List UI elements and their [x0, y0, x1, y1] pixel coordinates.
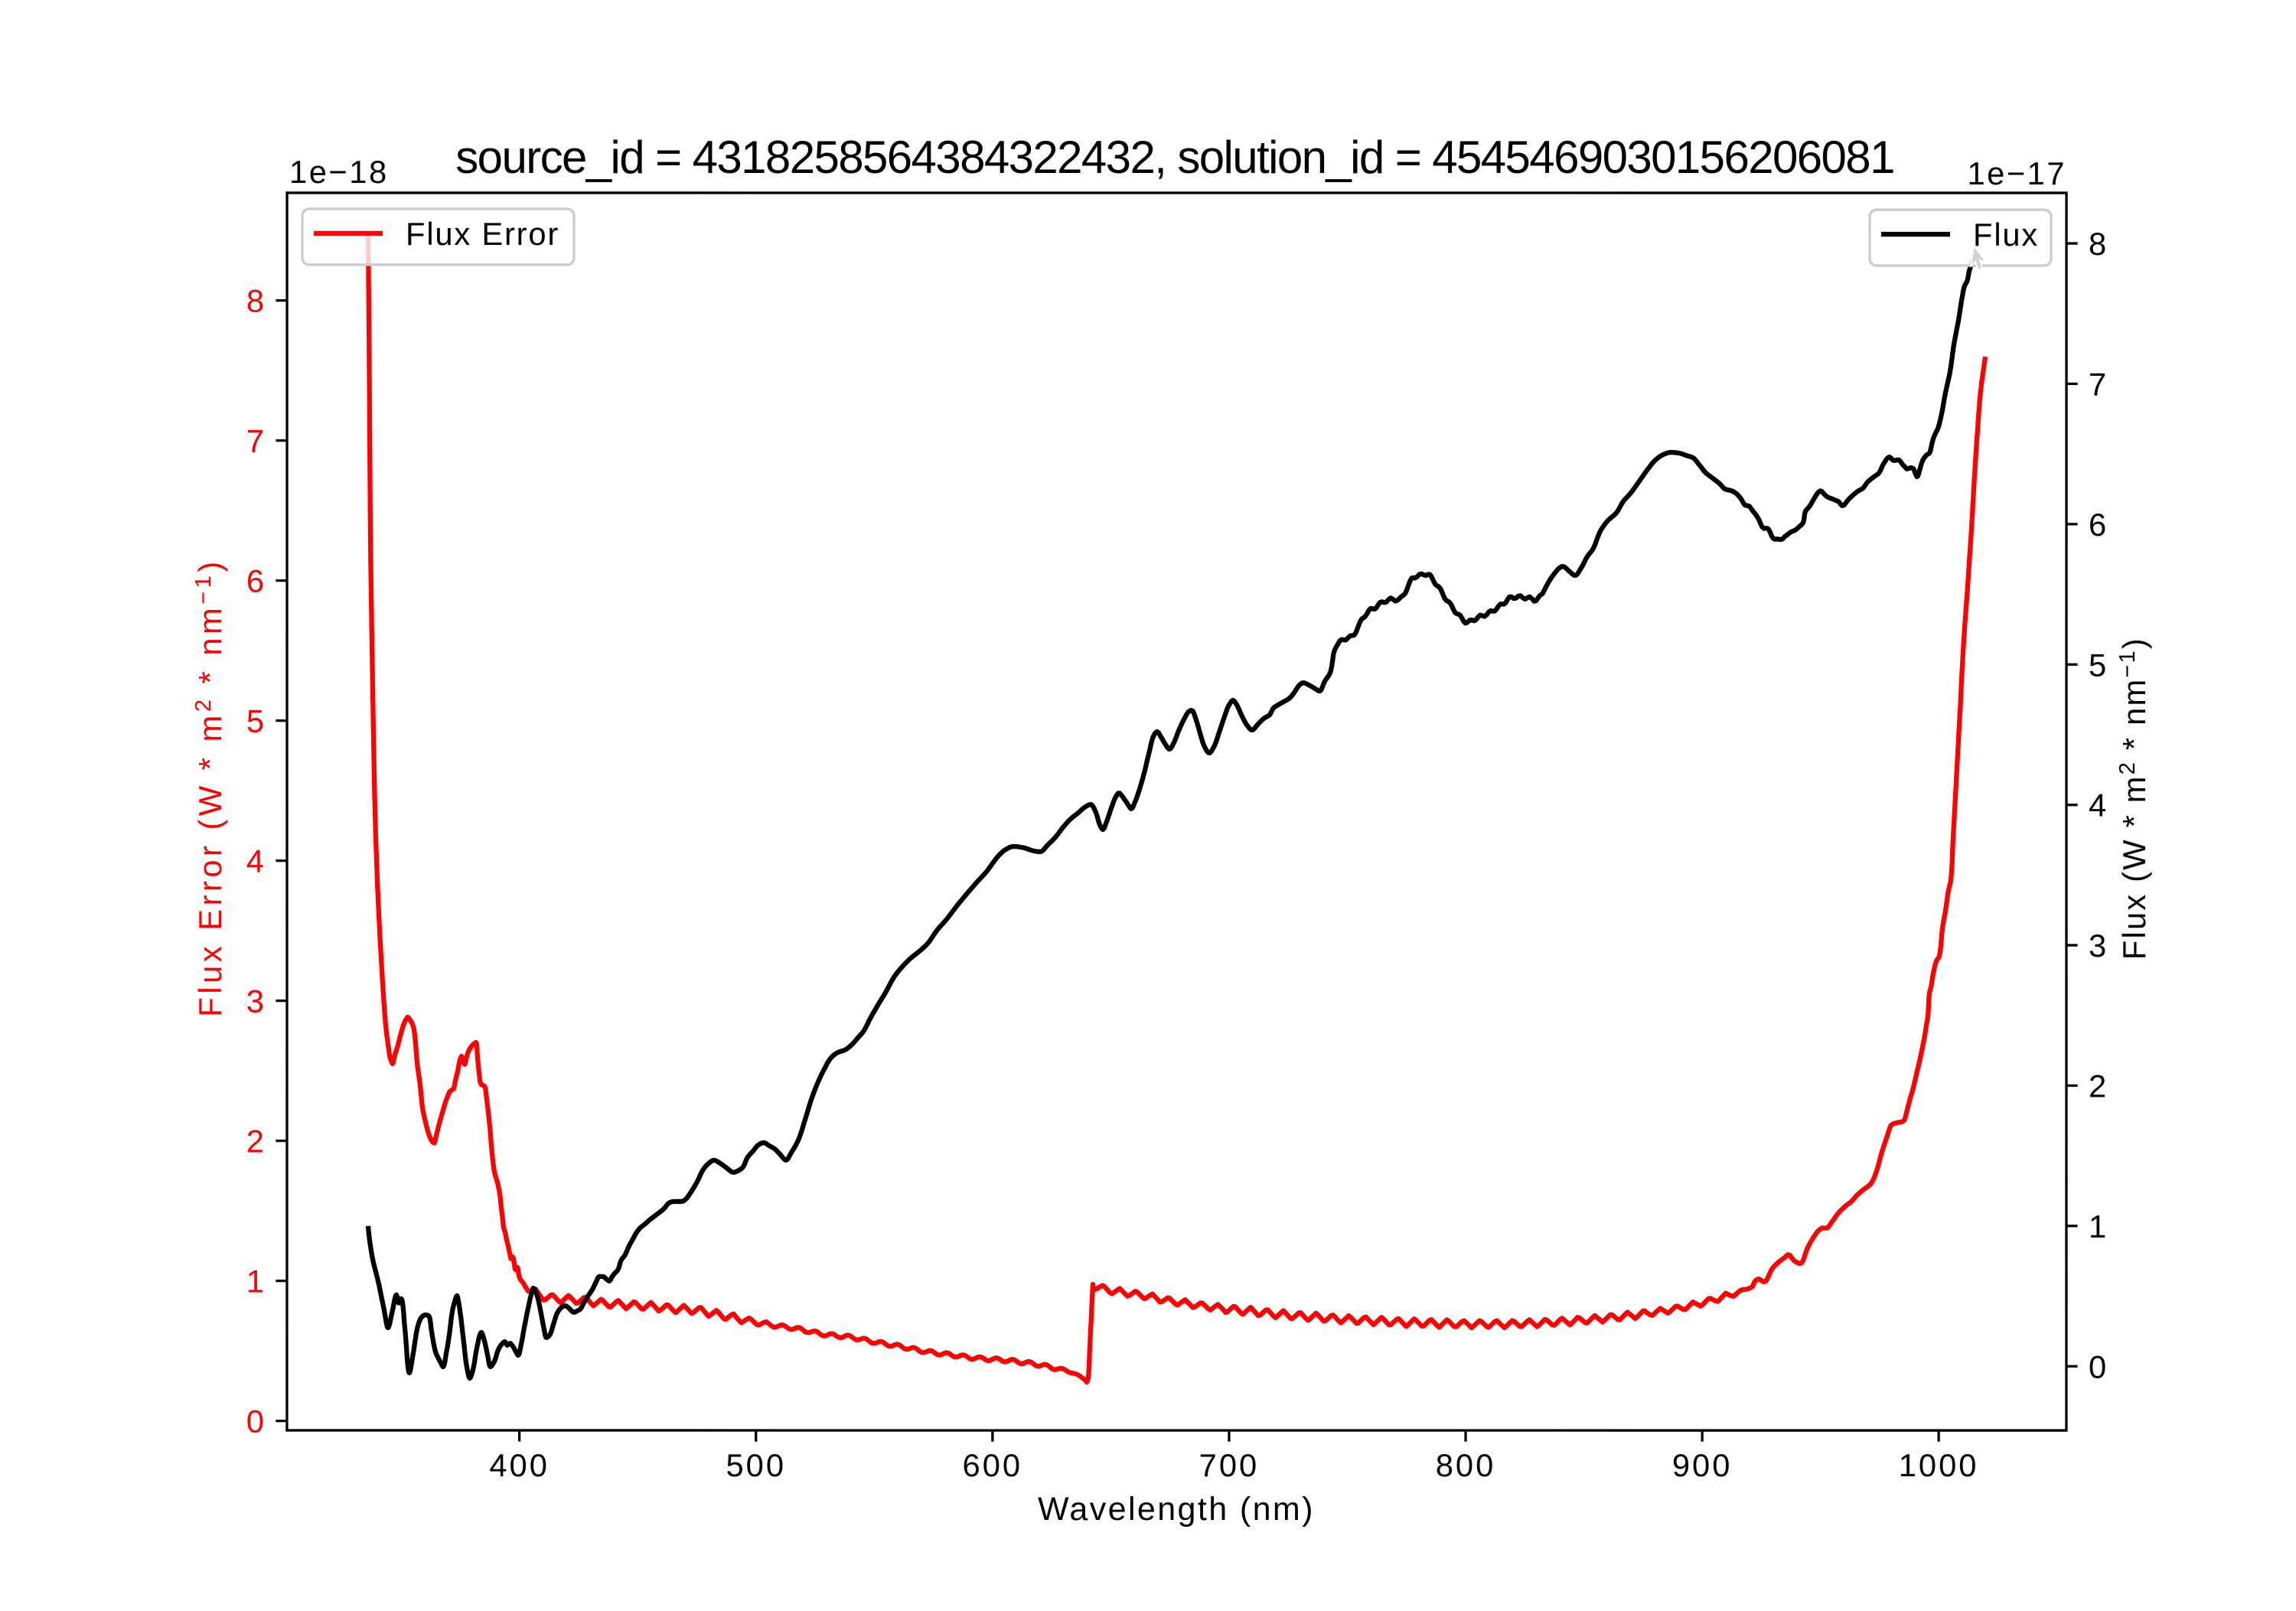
svg-text:5: 5 — [2089, 647, 2106, 683]
svg-text:Wavelength (nm): Wavelength (nm) — [1038, 1491, 1315, 1528]
svg-text:6: 6 — [2089, 507, 2106, 543]
svg-text:4: 4 — [2089, 788, 2106, 823]
svg-text:0: 0 — [246, 1404, 264, 1440]
svg-text:0: 0 — [2089, 1348, 2106, 1384]
svg-text:2: 2 — [2089, 1068, 2106, 1104]
svg-text:1: 1 — [2089, 1208, 2106, 1244]
svg-text:3: 3 — [246, 983, 264, 1019]
svg-text:1: 1 — [246, 1264, 264, 1300]
svg-text:Flux Error (W * m2 * nm−1): Flux Error (W * m2 * nm−1) — [191, 558, 228, 1016]
svg-text:900: 900 — [1672, 1447, 1733, 1483]
svg-text:source_id = 431825856438432243: source_id = 4318258564384322432, solutio… — [455, 132, 1894, 183]
svg-text:400: 400 — [489, 1447, 550, 1483]
svg-text:Flux Error: Flux Error — [406, 216, 559, 252]
svg-text:7: 7 — [2089, 366, 2106, 402]
svg-text:Flux: Flux — [1973, 217, 2039, 253]
svg-text:4: 4 — [246, 843, 264, 879]
svg-text:1000: 1000 — [1899, 1447, 1979, 1483]
svg-text:700: 700 — [1199, 1447, 1260, 1483]
svg-text:2: 2 — [246, 1123, 264, 1159]
svg-text:8: 8 — [246, 283, 264, 319]
svg-text:8: 8 — [2089, 226, 2106, 262]
svg-text:500: 500 — [726, 1447, 786, 1483]
svg-text:Flux (W * m2 * nm−1): Flux (W * m2 * nm−1) — [2115, 637, 2152, 960]
svg-text:7: 7 — [246, 423, 264, 459]
svg-text:3: 3 — [2089, 928, 2106, 964]
svg-text:600: 600 — [963, 1447, 1023, 1483]
svg-text:1e−17: 1e−17 — [1967, 155, 2066, 191]
svg-text:1e−18: 1e−18 — [289, 154, 389, 190]
svg-text:800: 800 — [1436, 1447, 1496, 1483]
svg-text:6: 6 — [246, 563, 264, 599]
svg-text:5: 5 — [246, 703, 264, 739]
